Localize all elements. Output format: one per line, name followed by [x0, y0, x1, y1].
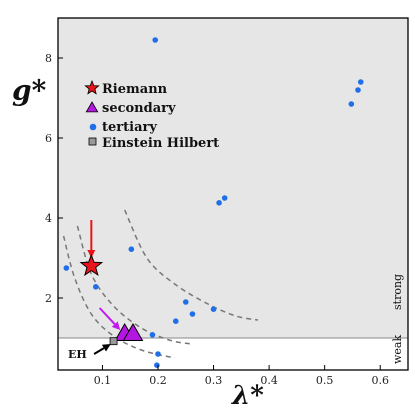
- y-tick-label: 8: [45, 52, 52, 65]
- tertiary-point: [216, 200, 222, 206]
- legend-label-tertiary: tertiary: [102, 120, 157, 135]
- dashed-curve-3: [62, 235, 175, 359]
- strong-region: [58, 18, 408, 338]
- arrow-shaft-3: [93, 347, 105, 355]
- tertiary-point: [152, 37, 159, 43]
- einstein-hilbert-point: [109, 337, 118, 346]
- dashed-curve-1: [124, 209, 259, 321]
- tertiary-point: [128, 246, 135, 252]
- tertiary-point: [210, 306, 217, 313]
- legend-marker-tertiary: [89, 123, 97, 131]
- x-tick-label: 0.2: [149, 374, 167, 387]
- y-tick-label: 2: [45, 292, 52, 305]
- tertiary-point: [154, 362, 160, 369]
- x-tick-label: 0.3: [205, 374, 223, 387]
- tertiary-point: [221, 195, 228, 201]
- legend-item-einstein-hilbert: Einstein Hilbert: [88, 136, 219, 151]
- tertiary-point: [172, 318, 179, 325]
- x-tick-label: 0.1: [94, 374, 112, 387]
- tertiary-point: [92, 284, 99, 290]
- x-tick-label: 0.5: [316, 374, 334, 387]
- arrow-head-3: [101, 344, 111, 352]
- y-axis-ticks: 2 4 6 8: [45, 52, 63, 305]
- y-tick-label: 6: [45, 132, 52, 145]
- legend-item-secondary: secondary: [85, 101, 176, 116]
- legend: Riemann secondary tertiary Einstein Hilb…: [84, 79, 219, 151]
- x-axis-ticks: 0.1 0.2 0.3 0.4 0.5 0.6: [94, 365, 389, 387]
- legend-label-riemann: Riemann: [102, 82, 168, 97]
- legend-label-einstein-hilbert: Einstein Hilbert: [102, 136, 219, 151]
- x-tick-label: 0.4: [260, 374, 278, 387]
- strong-label: strong: [391, 274, 404, 310]
- weak-label: weak: [391, 335, 404, 364]
- secondary-point: [122, 322, 144, 341]
- legend-item-riemann: Riemann: [84, 79, 168, 97]
- y-tick-label: 4: [45, 212, 52, 225]
- tertiary-point: [355, 87, 361, 93]
- arrow-shaft-2: [98, 307, 116, 325]
- legend-label-secondary: secondary: [102, 101, 176, 116]
- tertiary-point: [357, 79, 364, 85]
- annotation-arrows: [87, 220, 121, 355]
- data-points: [63, 37, 364, 369]
- tertiary-point: [182, 299, 189, 305]
- eh-annotation: EH: [68, 348, 87, 361]
- legend-marker-riemann: [84, 79, 100, 95]
- arrow-head-2: [111, 321, 121, 330]
- plot-frame: [57, 17, 409, 371]
- x-axis-title: λ*: [231, 381, 264, 411]
- tertiary-point: [155, 351, 161, 357]
- tertiary-point: [189, 311, 196, 317]
- tertiary-point: [149, 332, 156, 338]
- riemann-point: [79, 253, 104, 277]
- x-tick-label: 0.6: [371, 374, 389, 387]
- tertiary-point: [63, 265, 70, 271]
- tertiary-point: [348, 101, 355, 107]
- y-axis-title: g*: [12, 74, 47, 107]
- legend-marker-einstein-hilbert: [88, 137, 97, 146]
- legend-item-tertiary: tertiary: [89, 120, 157, 135]
- legend-marker-secondary: [85, 101, 99, 113]
